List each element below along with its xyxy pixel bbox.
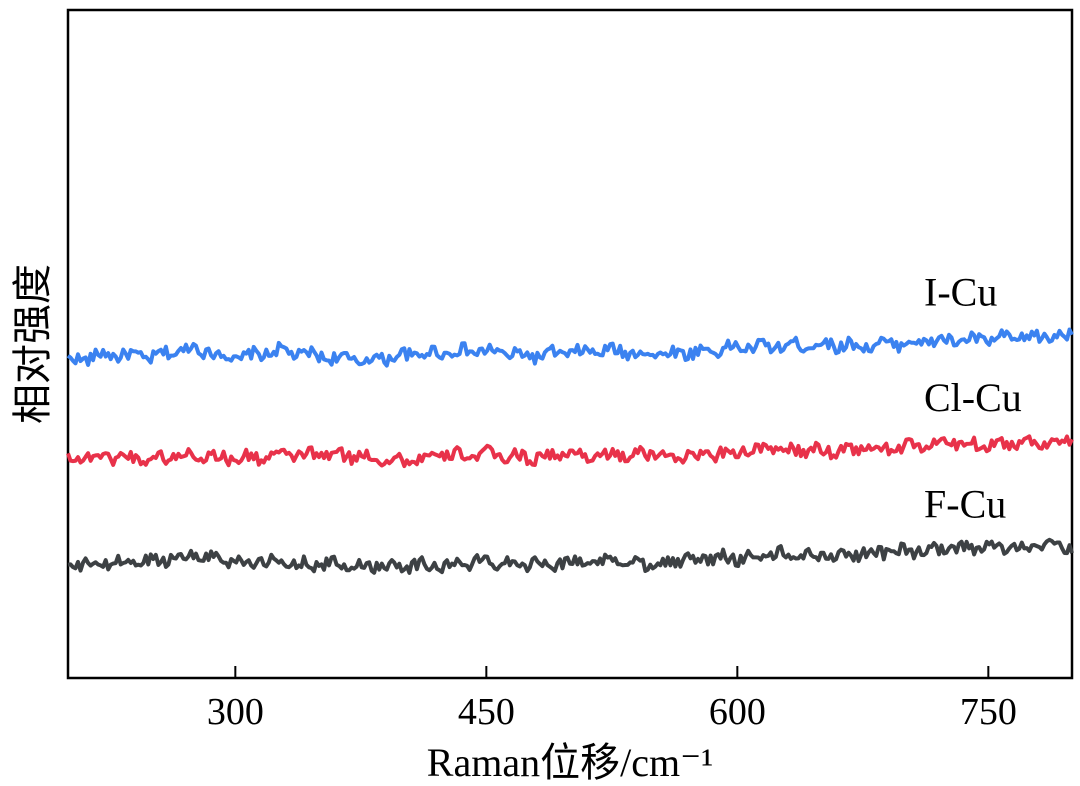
x-tick-label: 300 xyxy=(207,691,264,733)
x-tick-label: 600 xyxy=(709,691,766,733)
series-labels: I-Cu Cl-Cu F-Cu xyxy=(924,269,1022,526)
series-label-i-cu: I-Cu xyxy=(924,269,997,314)
plot-frame xyxy=(66,8,1074,680)
series-layer xyxy=(66,327,1074,575)
x-axis-label: Raman位移/cm⁻¹ xyxy=(427,740,713,785)
x-tick-label: 750 xyxy=(960,691,1017,733)
series-label-cl-cu: Cl-Cu xyxy=(924,375,1022,420)
x-tick-label: 450 xyxy=(458,691,515,733)
x-ticks: 300 450 600 750 xyxy=(207,666,1017,733)
series-line-f-cu xyxy=(67,537,1074,575)
series-line-cl-cu xyxy=(66,434,1074,469)
series-line-i-cu xyxy=(66,327,1074,368)
y-axis-label: 相对强度 xyxy=(10,264,55,424)
series-label-f-cu: F-Cu xyxy=(924,482,1006,527)
